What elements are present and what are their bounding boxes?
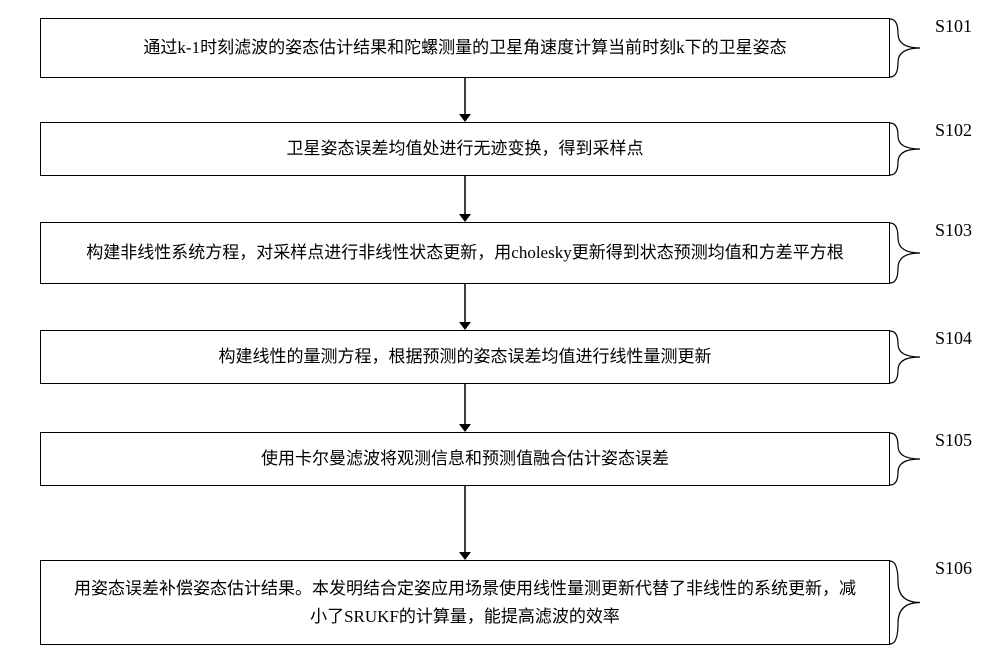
arrow-s105-s106 [0,0,1000,672]
